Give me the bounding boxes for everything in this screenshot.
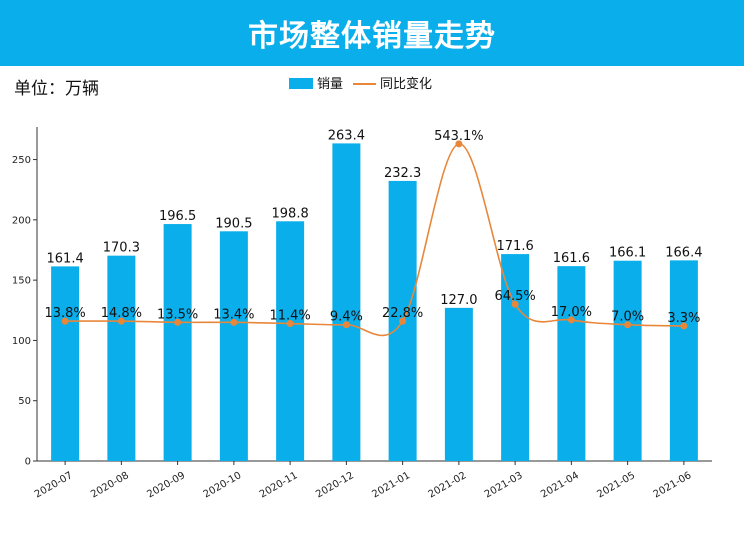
yoy-value-label: 7.0% (611, 310, 644, 325)
yoy-point (117, 317, 125, 325)
bar (51, 266, 80, 461)
y-tick-label: 100 (12, 336, 31, 347)
yoy-point (511, 300, 519, 308)
bar (501, 254, 530, 461)
yoy-point (624, 321, 632, 329)
x-tick-label: 2021-05 (595, 470, 637, 500)
yoy-value-label: 13.5% (157, 307, 198, 322)
bar (219, 231, 248, 461)
bar-value-label: 263.4 (328, 128, 365, 143)
yoy-value-label: 14.8% (101, 306, 142, 321)
x-tick-label: 2020-07 (33, 470, 75, 500)
bar-value-label: 166.1 (609, 246, 646, 261)
yoy-value-label: 17.0% (551, 305, 592, 320)
yoy-value-label: 3.3% (667, 311, 700, 326)
bar-value-label: 196.5 (159, 209, 196, 224)
yoy-point (567, 316, 575, 324)
yoy-value-label: 22.8% (382, 306, 423, 321)
yoy-value-label: 543.1% (434, 129, 484, 144)
yoy-point (399, 317, 407, 325)
yoy-point (286, 320, 294, 328)
y-tick-label: 150 (12, 276, 31, 287)
yoy-value-label: 64.5% (494, 289, 535, 304)
yoy-point (680, 322, 688, 330)
bar-value-label: 190.5 (215, 216, 252, 231)
x-tick-label: 2021-06 (652, 470, 694, 500)
x-tick-label: 2020-10 (202, 470, 244, 500)
yoy-value-label: 11.4% (269, 309, 310, 324)
x-tick-label: 2020-09 (145, 470, 187, 500)
x-tick-label: 2021-01 (370, 470, 412, 500)
legend-bar-label: 销量 (317, 77, 343, 92)
bar-value-label: 161.4 (47, 251, 84, 266)
bar-value-label: 166.4 (665, 245, 702, 260)
yoy-value-label: 13.8% (44, 306, 85, 321)
bar-value-label: 232.3 (384, 166, 421, 181)
bar (557, 266, 586, 461)
y-tick-label: 0 (25, 457, 31, 468)
bar (332, 143, 361, 461)
yoy-value-label: 13.4% (213, 307, 254, 322)
yoy-point (455, 140, 463, 148)
yoy-point (174, 318, 182, 326)
title-bar: 市场整体销量走势 (0, 0, 744, 66)
yoy-value-label: 9.4% (330, 310, 363, 325)
x-tick-label: 2021-03 (483, 470, 525, 500)
unit-label: 单位：万辆 (14, 79, 99, 99)
x-tick-label: 2020-11 (258, 470, 300, 500)
y-tick-label: 50 (18, 396, 31, 407)
bar (163, 224, 192, 461)
x-tick-label: 2020-12 (314, 470, 356, 500)
bar-value-label: 170.3 (103, 241, 140, 256)
bar-value-label: 161.6 (553, 251, 590, 266)
bar (107, 255, 136, 461)
bar-value-label: 198.8 (272, 206, 309, 221)
bar (669, 260, 698, 461)
y-tick-label: 200 (12, 215, 31, 226)
x-tick-label: 2021-02 (427, 470, 469, 500)
yoy-point (230, 318, 238, 326)
x-tick-label: 2020-08 (89, 470, 131, 500)
y-tick-label: 250 (12, 155, 31, 166)
bar (444, 307, 473, 461)
bar-value-label: 127.0 (440, 293, 477, 308)
bar (613, 260, 642, 461)
bar (276, 221, 305, 461)
x-tick-label: 2021-04 (539, 470, 581, 500)
bar-value-label: 171.6 (497, 239, 534, 254)
legend-line-label: 同比变化 (380, 76, 432, 92)
yoy-point (342, 321, 350, 329)
chart-title: 市场整体销量走势 (248, 19, 496, 54)
yoy-point (61, 317, 69, 325)
legend-bar-swatch (289, 78, 313, 89)
